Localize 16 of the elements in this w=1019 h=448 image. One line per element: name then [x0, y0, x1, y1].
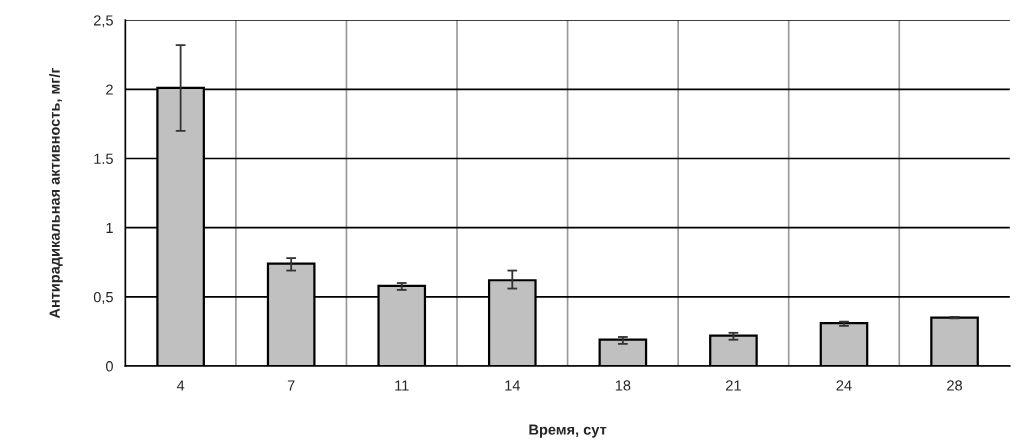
y-tick-label: 1.5 — [94, 153, 113, 164]
x-tick-label: 21 — [726, 380, 741, 391]
x-tick-label: 4 — [176, 380, 185, 391]
x-tick-label: 7 — [287, 380, 295, 391]
x-tick-label: 11 — [395, 380, 409, 391]
x-axis-title: Время, сут — [529, 424, 607, 438]
y-tick-label: 2 — [106, 84, 113, 95]
x-tick-label: 24 — [836, 380, 852, 391]
x-tick-label: 18 — [615, 380, 631, 391]
x-tick-label: 28 — [947, 380, 963, 391]
y-tick-label: 0,5 — [93, 291, 113, 304]
y-tick-label: 2,5 — [93, 15, 113, 28]
y-axis-title: Антирадикальная активность, мг/г — [49, 67, 63, 319]
y-tick-label: 0 — [105, 361, 113, 372]
y-tick-label: 1 — [106, 222, 113, 233]
x-tick-label: 14 — [505, 380, 520, 391]
